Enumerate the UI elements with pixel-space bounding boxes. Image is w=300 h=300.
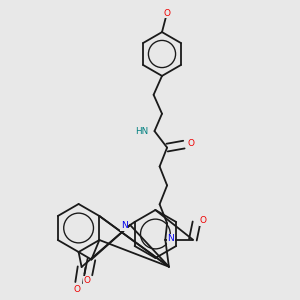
Text: HN: HN xyxy=(135,127,148,136)
Text: N: N xyxy=(167,234,174,243)
Text: O: O xyxy=(74,285,81,294)
Text: O: O xyxy=(163,9,170,18)
Text: O: O xyxy=(199,216,206,225)
Text: N: N xyxy=(121,221,128,230)
Text: O: O xyxy=(187,139,194,148)
Text: O: O xyxy=(83,276,90,285)
